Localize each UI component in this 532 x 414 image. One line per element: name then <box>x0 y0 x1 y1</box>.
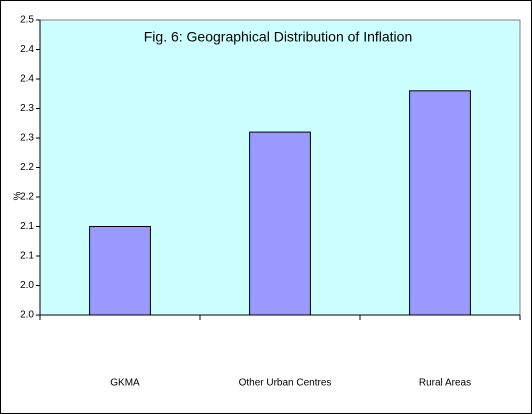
y-tick-label: 2.4 <box>20 74 34 85</box>
y-tick-label: 2.3 <box>20 133 34 144</box>
bar <box>249 131 311 316</box>
y-tick-label: 2.1 <box>20 251 34 262</box>
chart-title: Fig. 6: Geographical Distribution of Inf… <box>144 29 412 45</box>
x-tick-label: Rural Areas <box>419 378 471 389</box>
y-tick-label: 2.0 <box>20 310 34 321</box>
y-tick-label: 2.4 <box>20 44 34 55</box>
bar <box>409 90 471 316</box>
y-tick-label: 2.1 <box>20 221 34 232</box>
bar <box>89 226 151 316</box>
y-tick-label: 2.2 <box>20 192 34 203</box>
x-tick-label: GKMA <box>110 378 140 389</box>
y-tick-label: 2.5 <box>20 15 34 26</box>
x-tick-label: Other Urban Centres <box>239 378 332 389</box>
y-axis-label: % <box>13 191 24 200</box>
y-tick-label: 2.0 <box>20 280 34 291</box>
y-tick-label: 2.2 <box>20 162 34 173</box>
y-tick-label: 2.3 <box>20 103 34 114</box>
